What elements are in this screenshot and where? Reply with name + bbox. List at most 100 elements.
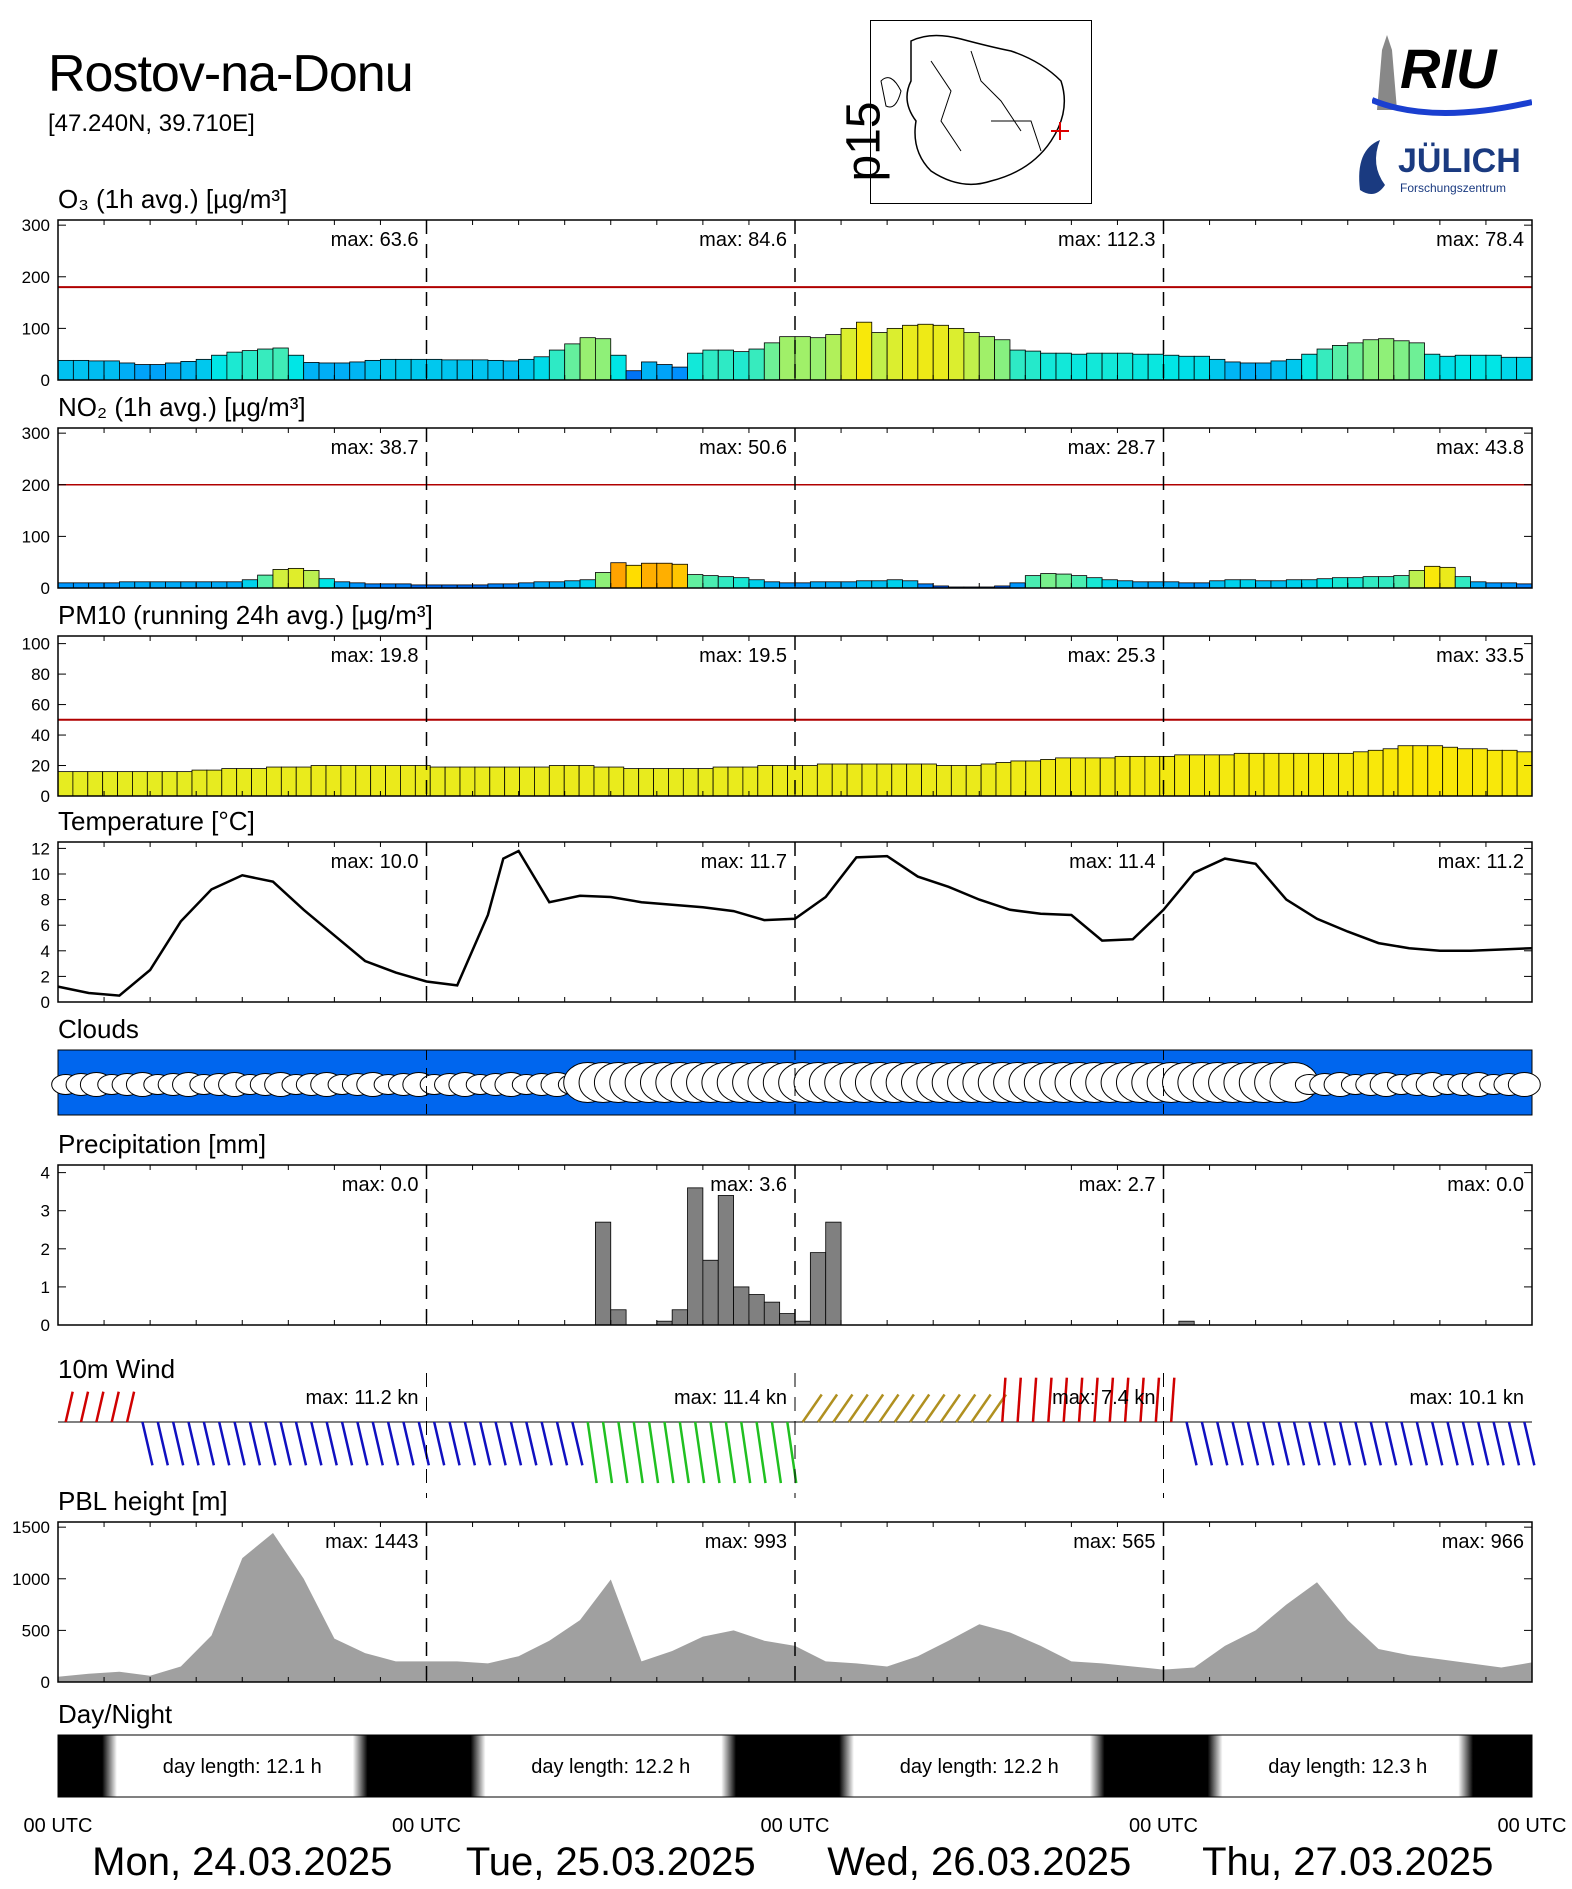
wind-barb	[218, 1421, 231, 1466]
wind-barb	[1446, 1421, 1459, 1466]
o3-max-label: max: 63.6	[331, 229, 419, 251]
wind-barb	[1062, 1377, 1069, 1423]
wind-max-label: max: 10.1 kn	[1409, 1387, 1524, 1409]
wind-barb	[1001, 1377, 1007, 1423]
pm10-bar	[1412, 745, 1429, 797]
no2-bar	[119, 581, 136, 589]
o3-bar	[963, 332, 980, 381]
wind-barb	[1262, 1421, 1275, 1466]
pm10-bar	[772, 765, 788, 797]
wind-barb	[1047, 1377, 1053, 1423]
o3-bar	[1101, 352, 1118, 381]
pm10-bar	[816, 763, 833, 797]
wind-barb	[540, 1421, 553, 1466]
o3-bar	[687, 352, 704, 381]
no2-max-label: max: 43.8	[1436, 437, 1524, 459]
svg-text:RIU: RIU	[1400, 37, 1498, 100]
pm10-panel-label: PM10 (running 24h avg.) [µg/m³]	[58, 600, 433, 630]
date-label: Thu, 27.03.2025	[1202, 1840, 1493, 1884]
o3-bar	[840, 327, 857, 381]
no2-bar	[625, 564, 642, 589]
wind-barb	[1507, 1421, 1521, 1466]
wind-barb	[832, 1393, 854, 1423]
pm10-bar	[1174, 754, 1190, 797]
o3-bar	[548, 349, 566, 381]
pm10-bar	[876, 763, 893, 797]
o3-bar	[318, 362, 335, 381]
wind-max-label: max: 11.2 kn	[305, 1387, 418, 1409]
no2-bar	[349, 582, 366, 589]
precip-bar	[702, 1259, 719, 1326]
pm10-bar	[757, 765, 774, 797]
pm10-bar	[474, 766, 491, 797]
clouds-panel-label: Clouds	[58, 1014, 139, 1044]
no2-tick: 200	[22, 476, 50, 495]
temp-max-label: max: 10.0	[331, 851, 419, 873]
wind-barb	[356, 1421, 369, 1466]
no2-bar	[211, 581, 228, 589]
day-length-label: day length: 12.3 h	[1268, 1756, 1427, 1778]
o3-bar	[180, 361, 197, 381]
no2-bar	[794, 582, 811, 589]
wind-barb	[1430, 1421, 1444, 1466]
o3-bar	[779, 336, 796, 381]
no2-bar	[763, 581, 781, 589]
o3-bar	[871, 332, 888, 381]
wind-barb	[847, 1393, 869, 1423]
pm10-bar	[355, 765, 372, 797]
o3-bar	[1347, 342, 1364, 381]
no2-bar	[165, 581, 182, 589]
day-length-label: day length: 12.1 h	[163, 1756, 322, 1778]
wind-barb	[1231, 1421, 1244, 1466]
o3-bar	[1224, 361, 1241, 381]
no2-bar	[1040, 573, 1057, 589]
o3-bar	[1470, 354, 1487, 381]
wind-barb	[202, 1421, 216, 1466]
wind-barb	[95, 1391, 105, 1423]
o3-tick: 300	[22, 216, 50, 235]
pm10-bar	[623, 768, 640, 797]
no2-bar	[241, 579, 259, 589]
wind-barb	[693, 1421, 706, 1484]
wind-barb	[494, 1421, 507, 1466]
wind-barb	[909, 1393, 931, 1423]
precip-bar	[763, 1301, 781, 1326]
pm10-bar	[831, 763, 848, 797]
o3-bar	[472, 359, 489, 381]
precip-panel-label: Precipitation [mm]	[58, 1129, 266, 1159]
pm10-bar	[117, 771, 133, 797]
no2-bar	[257, 574, 274, 589]
no2-bar	[1454, 576, 1471, 589]
wind-barb	[555, 1421, 569, 1466]
no2-bar	[548, 581, 566, 589]
o3-bar	[303, 362, 320, 381]
wind-barb	[1185, 1421, 1198, 1466]
no2-bar	[533, 581, 550, 589]
precip-bar	[717, 1195, 734, 1326]
no2-bar	[272, 569, 289, 589]
wind-barb	[724, 1421, 737, 1484]
o3-bar	[579, 337, 596, 381]
o3-bar	[149, 364, 166, 381]
o3-bar	[856, 321, 873, 381]
precip-bar	[809, 1252, 827, 1326]
pm10-max-label: max: 25.3	[1068, 645, 1156, 667]
no2-bar	[825, 581, 842, 589]
o3-bar	[886, 327, 903, 381]
pbl-tick: 500	[22, 1621, 50, 1640]
pm10-bar	[578, 765, 595, 797]
pm10-bar	[370, 765, 386, 797]
wind-barb	[1154, 1377, 1161, 1423]
wind-barb	[617, 1421, 629, 1484]
wind-barb	[1108, 1377, 1115, 1423]
temp-max-label: max: 11.7	[701, 851, 787, 873]
no2-bar	[1408, 570, 1425, 589]
temp-tick: 6	[41, 916, 50, 935]
o3-bar	[978, 336, 996, 381]
wind-barb	[1016, 1377, 1023, 1423]
o3-tick: 200	[22, 268, 50, 287]
wind-barb	[64, 1391, 74, 1423]
no2-bar	[1470, 581, 1487, 589]
pm10-bar	[504, 766, 520, 797]
pm10-bar	[593, 766, 610, 797]
